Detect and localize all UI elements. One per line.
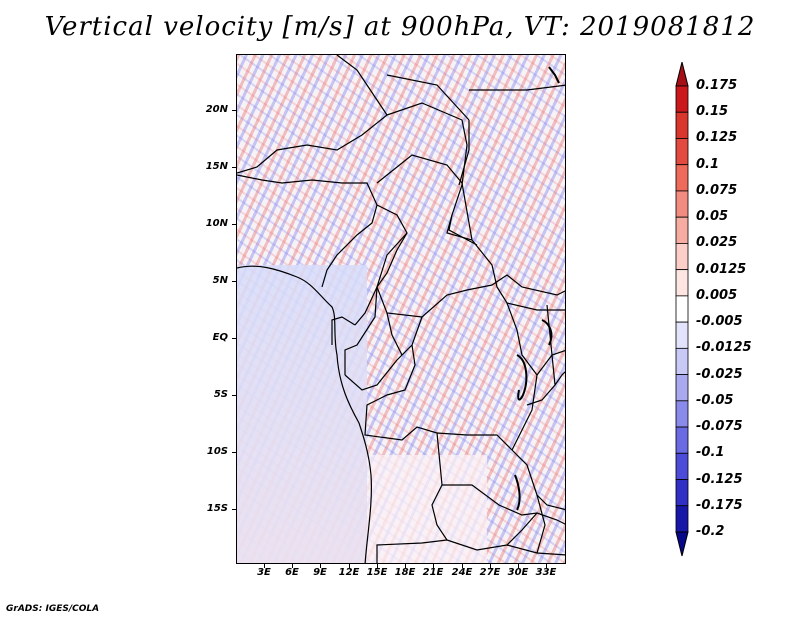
lat-tick [232,167,236,168]
colorbar-cell [675,85,689,113]
lon-tick [405,564,406,568]
colorbar-label: -0.1 [696,445,725,461]
lon-label-15e: 15E [366,567,388,578]
colorbar-cell [675,216,689,244]
calm-ocean-region [237,265,367,563]
lon-tick [462,564,463,568]
colorbar-label: -0.075 [696,419,743,435]
colorbar-label: -0.0125 [696,340,752,356]
lon-label-27e: 27E [479,567,501,578]
lat-label-5s: 5S [213,389,228,400]
lon-label-12e: 12E [338,567,360,578]
lat-tick [232,395,236,396]
lon-tick [433,564,434,568]
lon-label-6e: 6E [285,567,299,578]
colorbar-cell [675,269,689,297]
lat-label-10n: 10N [205,218,228,229]
map-panel [236,54,566,564]
lat-tick [232,281,236,282]
colorbar-cell [675,374,689,402]
lon-tick [292,564,293,568]
colorbar-label: -0.175 [696,497,743,513]
colorbar-cell [675,479,689,507]
colorbar-cell [675,111,689,139]
colorbar-cell [675,452,689,480]
lon-tick [349,564,350,568]
lon-label-33e: 33E [535,567,557,578]
lat-label-15n: 15N [205,161,228,172]
map-title: Vertical velocity [m/s] at 900hPa, VT: 2… [44,12,756,42]
colorbar-cell [675,426,689,454]
lat-tick [232,509,236,510]
lat-label-10s: 10S [206,446,228,457]
colorbar-label: 0.0125 [696,261,747,277]
colorbar-cell [675,295,689,323]
lat-tick [232,452,236,453]
lat-label-20n: 20N [205,104,228,115]
colorbar-bottom-triangle [675,531,689,557]
colorbar-cell [675,321,689,349]
country-borders [237,55,565,563]
colorbar-label: 0.025 [696,235,738,251]
colorbar-cell [675,505,689,533]
lat-tick [232,338,236,339]
lat-label-5n: 5N [212,275,228,286]
grads-credit: GrADS: IGES/COLA [6,604,100,614]
colorbar-label: 0.1 [696,156,720,172]
lon-tick [490,564,491,568]
colorbar-cell [675,164,689,192]
lat-tick [232,110,236,111]
lat-label-eq: EQ [212,332,228,343]
colorbar-label: -0.005 [696,314,743,330]
colorbar-cell [675,400,689,428]
lon-label-18e: 18E [394,567,416,578]
colorbar-cell [675,190,689,218]
lon-tick [264,564,265,568]
lon-tick [546,564,547,568]
lat-label-15s: 15S [206,503,228,514]
lon-label-30e: 30E [507,567,529,578]
colorbar-label: -0.125 [696,471,743,487]
colorbar-cell [675,347,689,375]
colorbar-label: 0.15 [696,104,729,120]
colorbar-top-triangle [675,62,689,87]
colorbar-label: 0.075 [696,182,738,198]
lon-tick [518,564,519,568]
lon-label-24e: 24E [451,567,473,578]
colorbar-cell [675,138,689,166]
lon-label-9e: 9E [313,567,327,578]
lon-tick [320,564,321,568]
colorbar-label: 0.125 [696,130,738,146]
colorbar [675,62,689,557]
lon-label-3e: 3E [257,567,271,578]
colorbar-cell [675,243,689,271]
lon-label-21e: 21E [422,567,444,578]
colorbar-label: -0.2 [696,524,725,539]
colorbar-label: -0.05 [696,392,734,408]
lon-tick [377,564,378,568]
colorbar-label: 0.05 [696,209,729,225]
lat-tick [232,224,236,225]
colorbar-label: 0.005 [696,287,738,303]
colorbar-label: -0.025 [696,366,743,382]
colorbar-label: 0.175 [696,78,738,93]
